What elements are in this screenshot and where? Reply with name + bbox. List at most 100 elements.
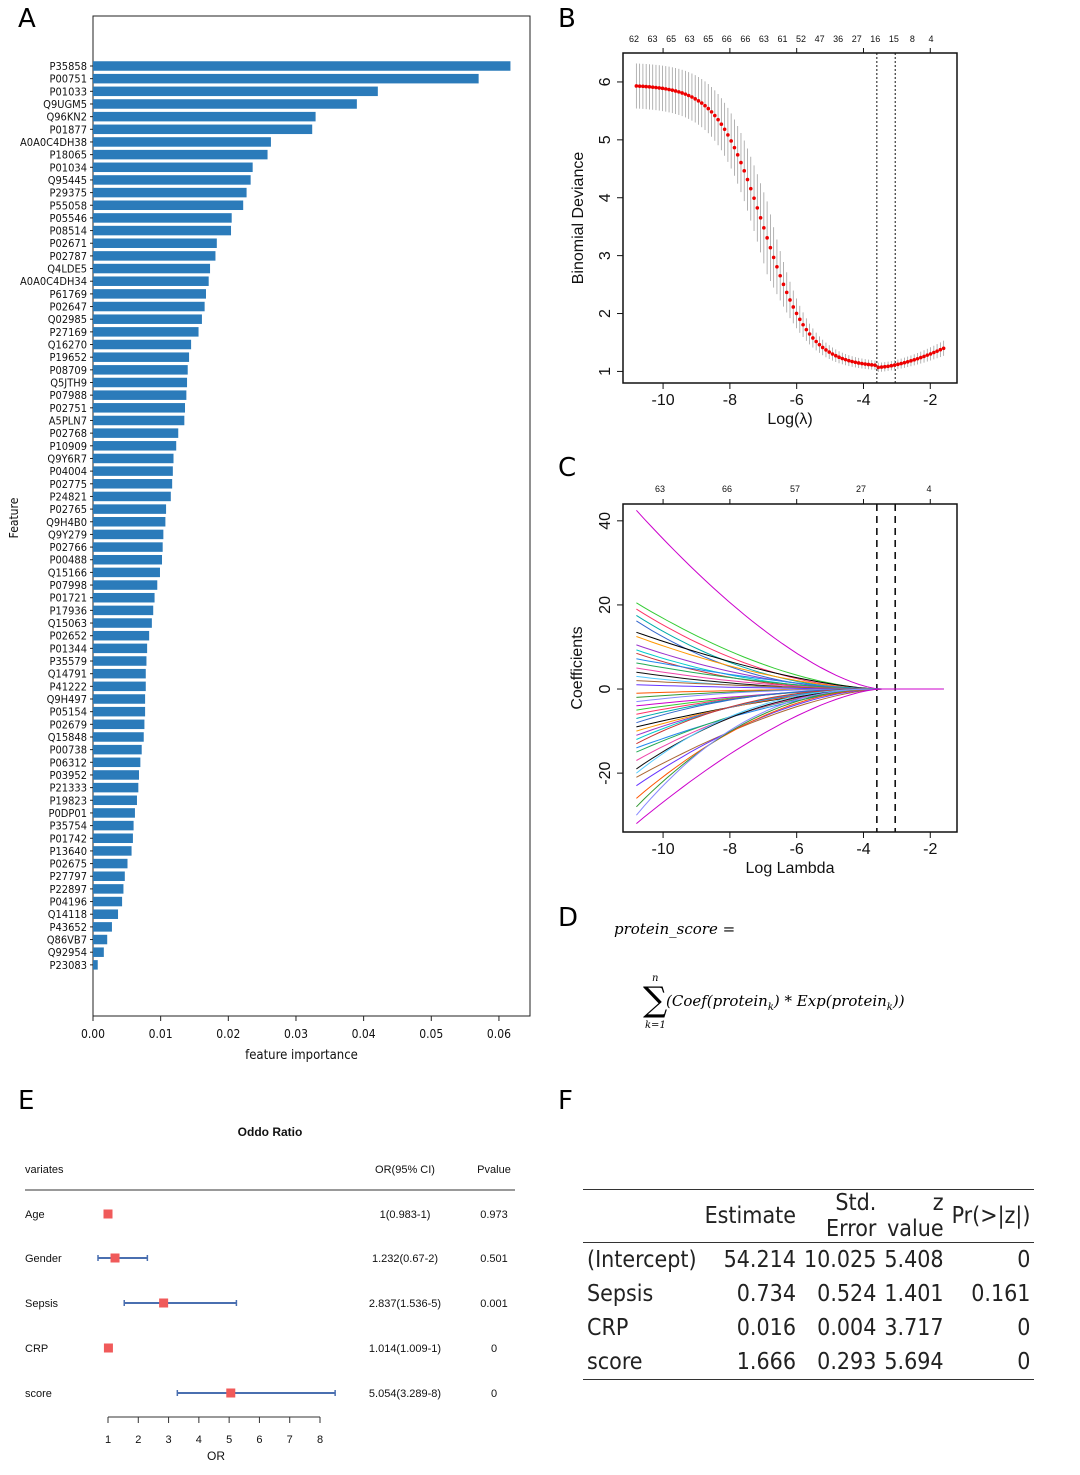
- deviance-point: [703, 103, 707, 108]
- plot-frame: [622, 503, 958, 833]
- category-label: P17936: [50, 604, 87, 617]
- deviance-point: [860, 361, 864, 366]
- deviance-point: [696, 99, 701, 103]
- panel-label-d: D: [558, 903, 579, 933]
- category-label: P04004: [50, 465, 87, 478]
- category-label: P02652: [50, 630, 87, 643]
- category-label: P01344: [50, 642, 87, 655]
- category-label: Q9Y279: [48, 528, 87, 541]
- category-label: Q5JTH9: [50, 377, 87, 390]
- deviance-point: [735, 153, 740, 157]
- category-label: P00751: [50, 73, 87, 86]
- category-label: Q4LDE5: [47, 263, 87, 276]
- bar: [93, 580, 158, 590]
- bar: [93, 301, 205, 312]
- bar: [93, 706, 146, 717]
- deviance-point: [660, 86, 665, 91]
- deviance-point: [781, 282, 786, 287]
- formula-sum-upper: n: [652, 973, 658, 984]
- deviance-point: [722, 127, 727, 132]
- deviance-point: [882, 364, 887, 369]
- bar: [93, 947, 104, 957]
- or-axis-title: OR: [207, 1449, 225, 1463]
- x-tick-label: 0.01: [149, 1027, 173, 1041]
- category-label: Q15848: [48, 731, 87, 744]
- bar: [93, 263, 211, 274]
- deviance-point: [713, 113, 717, 118]
- deviance-point: [892, 363, 897, 367]
- category-label: P05154: [50, 706, 87, 719]
- deviance-point: [690, 95, 694, 99]
- bar: [93, 73, 479, 84]
- category-label: P19823: [50, 794, 87, 807]
- coef-cell: (Intercept): [587, 1247, 697, 1273]
- deviance-point: [847, 358, 851, 363]
- deviance-point: [667, 87, 671, 92]
- category-label: P02675: [50, 858, 87, 871]
- bar: [93, 377, 188, 388]
- or-marker: [226, 1388, 236, 1398]
- deviance-point: [778, 273, 782, 278]
- or-tick-label: 2: [135, 1434, 141, 1446]
- or-marker: [103, 1209, 113, 1219]
- coefficient-path: [636, 620, 944, 690]
- category-label: P01742: [50, 832, 87, 845]
- top-axis-label: 66: [722, 34, 732, 44]
- deviance-point: [941, 346, 946, 351]
- bar: [93, 820, 134, 831]
- bar: [93, 403, 186, 413]
- x-tick-label: -4: [856, 392, 870, 409]
- deviance-point: [758, 216, 763, 220]
- top-axis-label: 4: [926, 484, 931, 494]
- bar: [93, 871, 125, 881]
- bar: [93, 415, 185, 426]
- coef-cell: 0.293: [799, 1345, 881, 1380]
- category-label: P24821: [50, 490, 87, 503]
- bar: [93, 187, 247, 198]
- bar: [93, 554, 163, 565]
- category-label: P00738: [50, 744, 87, 757]
- deviance-point: [673, 89, 678, 93]
- deviance-point: [814, 339, 818, 344]
- category-label: A0A0C4DH38: [20, 136, 87, 149]
- coef-cell: 0.524: [817, 1281, 877, 1307]
- bar: [93, 884, 124, 894]
- deviance-point: [663, 87, 668, 91]
- formula-body-1: (Coef(protein: [666, 992, 768, 1010]
- category-label: P0DP01: [49, 807, 87, 820]
- category-label: Q15166: [48, 566, 87, 579]
- x-tick-label: -10: [652, 841, 675, 858]
- row-label: Age: [25, 1209, 45, 1221]
- coefficient-table: Estimate Std. Error z value Pr(>|z|) (In…: [583, 1189, 1035, 1380]
- deviance-point: [654, 85, 658, 90]
- top-axis-label: 63: [685, 34, 695, 44]
- coef-col-header: Estimate: [700, 1189, 800, 1243]
- or-tick-label: 8: [317, 1434, 323, 1446]
- bar: [93, 491, 171, 502]
- category-label: P22897: [50, 883, 87, 896]
- category-label: Q9Y6R7: [47, 452, 87, 465]
- bar: [93, 86, 378, 97]
- bar: [93, 896, 123, 907]
- y-axis-title: Feature: [7, 497, 21, 538]
- bar: [93, 630, 150, 641]
- x-tick-label: -8: [723, 841, 737, 858]
- or-marker: [103, 1343, 113, 1353]
- bar: [93, 339, 192, 350]
- coef-table-row: Sepsis 0.734 0.524 1.401 0.161: [583, 1277, 1034, 1311]
- coef-table-row: (Intercept) 54.214 10.025 5.408 0: [583, 1243, 1034, 1278]
- category-label: P21333: [50, 782, 87, 795]
- category-label: Q86VB7: [47, 934, 87, 947]
- x-tick-label: -6: [790, 392, 804, 409]
- formula-sum-lower: k=1: [645, 1020, 666, 1031]
- bar: [93, 833, 133, 844]
- category-label: P23083: [50, 959, 87, 972]
- bar: [93, 479, 173, 489]
- y-tick-label: 3: [597, 251, 614, 260]
- odds-ratio-forest-plot: Oddo Ratio variates OR(95% CI) Pvalue Age 1(0…: [25, 1125, 515, 1463]
- coef-col-header: [583, 1189, 701, 1243]
- deviance-point: [775, 264, 779, 269]
- bar: [93, 719, 145, 730]
- category-label: P61769: [50, 288, 87, 301]
- or-tick-label: 7: [287, 1434, 293, 1446]
